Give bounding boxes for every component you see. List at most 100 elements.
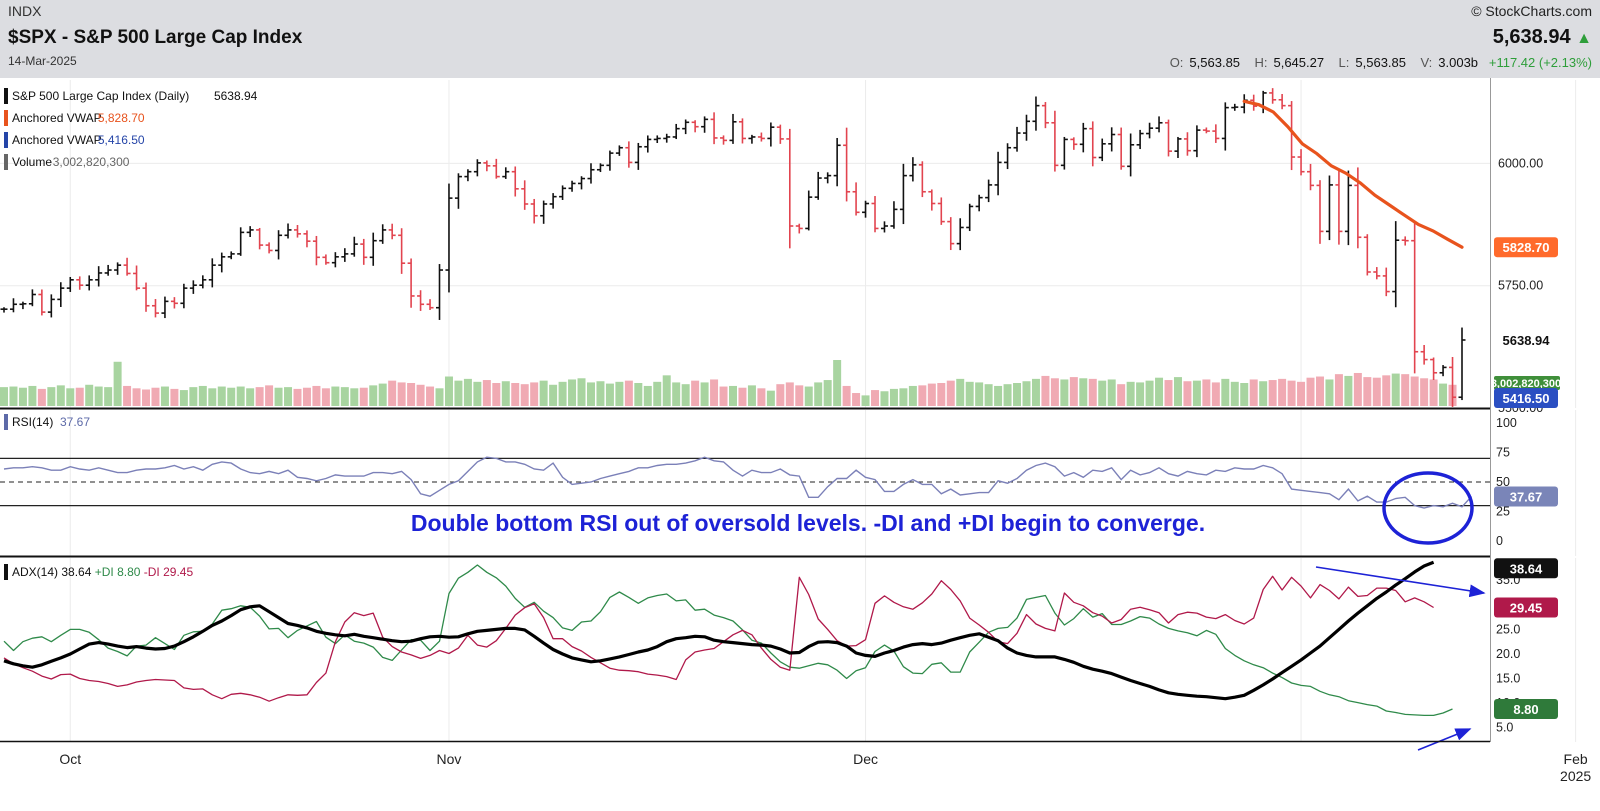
volume-bar — [577, 378, 586, 406]
volume-bar — [653, 381, 662, 406]
volume-bar — [1410, 376, 1419, 406]
volume-bar — [160, 386, 169, 406]
x-tick-label: Feb — [1564, 751, 1588, 767]
plus-di-legend: +DI 8.80 — [95, 565, 144, 579]
adx-legend-label: ADX(14) — [12, 565, 61, 579]
ohlc-bar — [180, 283, 188, 309]
low-value: 5,563.85 — [1355, 55, 1406, 70]
ohlc-bar — [85, 275, 93, 291]
ohlc-bar — [549, 193, 557, 209]
volume-bar — [369, 385, 378, 406]
volume-bar — [435, 388, 444, 406]
ohlc-bar — [1146, 122, 1154, 139]
volume-bar — [236, 386, 245, 406]
ohlc-bar — [1051, 110, 1059, 172]
x-tick-label: Dec — [853, 751, 878, 767]
anchored-vwap-line — [1242, 99, 1464, 249]
volume-bar — [1363, 377, 1372, 406]
volume-bar — [1145, 380, 1154, 406]
volume-bar — [1107, 379, 1116, 406]
volume-bar — [520, 384, 529, 406]
volume-bar — [804, 386, 813, 406]
rsi-line — [3, 456, 1473, 509]
ohlc-bar — [123, 257, 131, 276]
volume-bar — [918, 385, 927, 406]
ohlc-bar — [1231, 103, 1239, 111]
volume-bar — [558, 381, 567, 406]
high-label: H: — [1254, 55, 1268, 70]
volume-bar — [1003, 384, 1012, 406]
symbol-title: $SPX - S&P 500 Large Cap Index — [8, 27, 303, 48]
ohlc-bar — [1344, 170, 1352, 246]
ohlc-bar — [1325, 175, 1333, 241]
ohlc-bar — [1004, 143, 1012, 170]
volume-bar — [1259, 381, 1268, 406]
adx-legend-text: ADX(14) 38.64 +DI 8.80 -DI 29.45 — [12, 565, 193, 579]
ohlc-bar — [767, 122, 775, 147]
vwap-upper-marker: 5828.70 — [1503, 240, 1550, 255]
volume-bar — [1372, 377, 1381, 406]
ohlc-bar — [1117, 127, 1125, 170]
plot-background — [0, 78, 1600, 742]
adx-tick-label: 5.0 — [1496, 721, 1513, 735]
volume-bar — [1429, 379, 1438, 406]
volume-bar — [1268, 380, 1277, 406]
ohlc-bar — [833, 137, 841, 187]
ohlc-bar — [663, 133, 671, 143]
volume-bar — [123, 385, 132, 406]
ohlc-bar — [341, 248, 349, 262]
ohlc-bar — [9, 298, 17, 313]
ohlc-bar — [634, 142, 642, 170]
volume-bar — [710, 379, 719, 406]
ohlc-bar — [644, 135, 652, 153]
brand-logo[interactable]: © StockCharts.com — [1412, 3, 1592, 19]
ohlc-bar — [1070, 137, 1078, 150]
volume-bar — [643, 385, 652, 406]
ohlc-bar — [1212, 124, 1220, 143]
rsi-tick-label: 25 — [1496, 505, 1510, 519]
ohlc-bar — [284, 223, 292, 239]
ohlc-bar — [880, 221, 888, 233]
volume-bar — [1202, 379, 1211, 406]
x-tick-label: Nov — [437, 751, 462, 767]
volume-bar — [549, 384, 558, 406]
legend-value: 5638.94 — [214, 89, 258, 103]
volume-bar — [217, 386, 226, 406]
ohlc-bar — [303, 230, 311, 248]
volume-bar — [1391, 373, 1400, 406]
volume-bar — [1022, 381, 1031, 406]
volume-bar — [1221, 378, 1230, 406]
ohlc-bar — [426, 299, 434, 310]
volume-bar — [766, 390, 775, 406]
ohlc-bar — [1401, 236, 1409, 246]
ohlc-bar — [729, 113, 737, 144]
ohlc-bar — [587, 163, 595, 184]
volume-bar — [719, 386, 728, 406]
volume-bar — [170, 388, 179, 406]
ohlc-bar — [757, 132, 765, 142]
volume-label: V: — [1420, 55, 1433, 70]
ohlc-bar — [454, 173, 462, 209]
ohlc-bar — [66, 276, 74, 292]
volume-bar — [340, 387, 349, 406]
ohlc-bars — [0, 88, 1466, 407]
volume-marker-bg — [1494, 376, 1560, 390]
ohlc-bar — [350, 236, 358, 257]
ohlc-bar — [407, 258, 415, 308]
volume-bar — [1050, 378, 1059, 406]
volume-bar — [293, 388, 302, 406]
last-price: 5,638.94 ▲ — [1380, 26, 1592, 49]
volume-bar — [539, 380, 548, 406]
volume-bar — [1126, 381, 1135, 406]
up-triangle-icon: ▲ — [1576, 30, 1592, 47]
volume-bar — [672, 382, 681, 406]
ohlc-bar — [19, 301, 27, 310]
ohlc-bar — [265, 242, 273, 254]
vwap-lower-marker: 5416.50 — [1503, 391, 1550, 406]
volume-bar — [511, 383, 520, 406]
volume-bar — [1306, 377, 1315, 406]
low-label: L: — [1338, 55, 1350, 70]
plus-di-marker-bg — [1494, 699, 1558, 720]
volume-bar — [444, 376, 453, 406]
chart-date: 14-Mar-2025 — [8, 54, 77, 68]
